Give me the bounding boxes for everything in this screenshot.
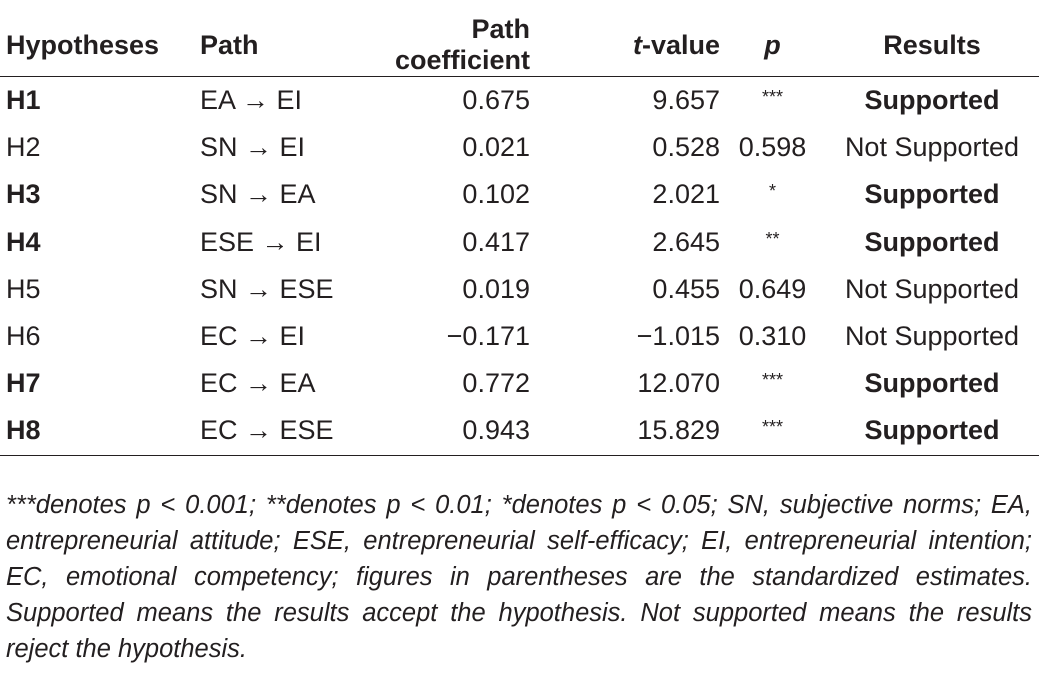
hypothesis-cell: H3 bbox=[6, 179, 41, 210]
result-cell: Supported bbox=[864, 226, 1000, 257]
table-row: H3 SN → EA 0.102 2.021 * Supported bbox=[0, 171, 1039, 218]
path-cell: EA → EI bbox=[200, 85, 303, 116]
t-value-cell: 2.645 bbox=[652, 226, 720, 257]
path-cell: EC → ESE bbox=[196, 407, 385, 456]
coefficient-cell: 0.019 bbox=[462, 273, 530, 304]
result-cell: Supported bbox=[864, 368, 1000, 399]
t-value-cell: 12.070 bbox=[637, 368, 720, 399]
significance-stars: * bbox=[768, 181, 776, 202]
significance-stars: *** bbox=[761, 87, 783, 108]
hypothesis-cell: H7 bbox=[6, 368, 41, 399]
path-cell: EC → EA bbox=[200, 368, 316, 399]
table-header: Hypotheses Path Path coefficient t-value… bbox=[0, 14, 1039, 77]
coefficient-cell: 0.675 bbox=[462, 85, 530, 116]
result-cell: Supported bbox=[864, 85, 1000, 116]
p-value-cell: *** bbox=[720, 407, 825, 456]
path-cell: SN → ESE bbox=[200, 273, 334, 304]
table-row: H1 EA → EI 0.675 9.657 *** Supported bbox=[0, 77, 1039, 125]
p-value-cell: *** bbox=[720, 360, 825, 407]
coefficient-cell: 0.102 bbox=[462, 179, 530, 210]
t-value-cell: 2.021 bbox=[652, 179, 720, 210]
table-row: H5 SN → ESE 0.019 0.455 0.649 Not Supported bbox=[0, 266, 1039, 313]
p-value-cell: 0.649 bbox=[738, 273, 807, 304]
header-row: Hypotheses Path Path coefficient t-value… bbox=[0, 14, 1039, 77]
table-body: H1 EA → EI 0.675 9.657 *** Supported H2 SN → EI… bbox=[0, 77, 1039, 456]
hypothesis-cell: H4 bbox=[6, 226, 41, 257]
table-row: H6 EC → EI −0.171 −1.015 0.310 Not Supported bbox=[0, 313, 1039, 360]
hypothesis-cell: H2 bbox=[6, 132, 41, 163]
header-hypotheses: Hypotheses bbox=[0, 14, 196, 77]
header-path: Path bbox=[196, 14, 385, 77]
path-cell: ESE → EI bbox=[200, 226, 322, 257]
header-path-coefficient: Path coefficient bbox=[385, 14, 530, 77]
coefficient-cell: 0.772 bbox=[462, 368, 530, 399]
path-cell: SN → EA bbox=[200, 179, 316, 210]
header-t-suffix: -value bbox=[641, 29, 720, 60]
coefficient-cell: 0.417 bbox=[462, 226, 530, 257]
t-value-cell: 9.657 bbox=[652, 85, 720, 116]
significance-stars: *** bbox=[761, 417, 783, 438]
t-value-cell: −1.015 bbox=[636, 321, 720, 352]
p-value-cell: *** bbox=[720, 77, 825, 125]
result-cell: Not Supported bbox=[844, 321, 1020, 352]
result-cell: Not Supported bbox=[844, 132, 1020, 163]
result-cell: Supported bbox=[864, 179, 1000, 210]
significance-stars: *** bbox=[761, 370, 783, 391]
coefficient-cell: 0.943 bbox=[385, 407, 530, 456]
coefficient-cell: −0.171 bbox=[446, 321, 530, 352]
p-value-cell: * bbox=[720, 171, 825, 218]
hypotheses-table: Hypotheses Path Path coefficient t-value… bbox=[0, 14, 1039, 456]
p-value-cell: 0.310 bbox=[738, 321, 807, 352]
p-value-cell: ** bbox=[720, 219, 825, 266]
header-t-italic: t bbox=[632, 29, 642, 60]
table-row: H2 SN → EI 0.021 0.528 0.598 Not Supported bbox=[0, 124, 1039, 171]
significance-stars: ** bbox=[765, 228, 780, 249]
header-results: Results bbox=[825, 14, 1039, 77]
result-cell: Not Supported bbox=[844, 273, 1020, 304]
table-row: H7 EC → EA 0.772 12.070 *** Supported bbox=[0, 360, 1039, 407]
hypothesis-cell: H8 bbox=[0, 407, 196, 456]
path-cell: SN → EI bbox=[200, 132, 306, 163]
t-value-cell: 15.829 bbox=[530, 407, 720, 456]
hypothesis-cell: H5 bbox=[6, 273, 41, 304]
p-value-cell: 0.598 bbox=[738, 132, 807, 163]
result-cell: Supported bbox=[825, 407, 1039, 456]
header-t-value: t-value bbox=[530, 14, 720, 77]
hypothesis-cell: H1 bbox=[6, 85, 41, 116]
hypothesis-cell: H6 bbox=[6, 321, 41, 352]
coefficient-cell: 0.021 bbox=[462, 132, 530, 163]
t-value-cell: 0.528 bbox=[652, 132, 720, 163]
header-p: p bbox=[720, 14, 825, 77]
table-footnote: ***denotes p < 0.001; **denotes p < 0.01… bbox=[6, 491, 1032, 663]
t-value-cell: 0.455 bbox=[652, 273, 720, 304]
path-cell: EC → EI bbox=[200, 321, 306, 352]
table-row: H8 EC → ESE 0.943 15.829 *** Supported bbox=[0, 407, 1039, 456]
table-row: H4 ESE → EI 0.417 2.645 ** Supported bbox=[0, 219, 1039, 266]
